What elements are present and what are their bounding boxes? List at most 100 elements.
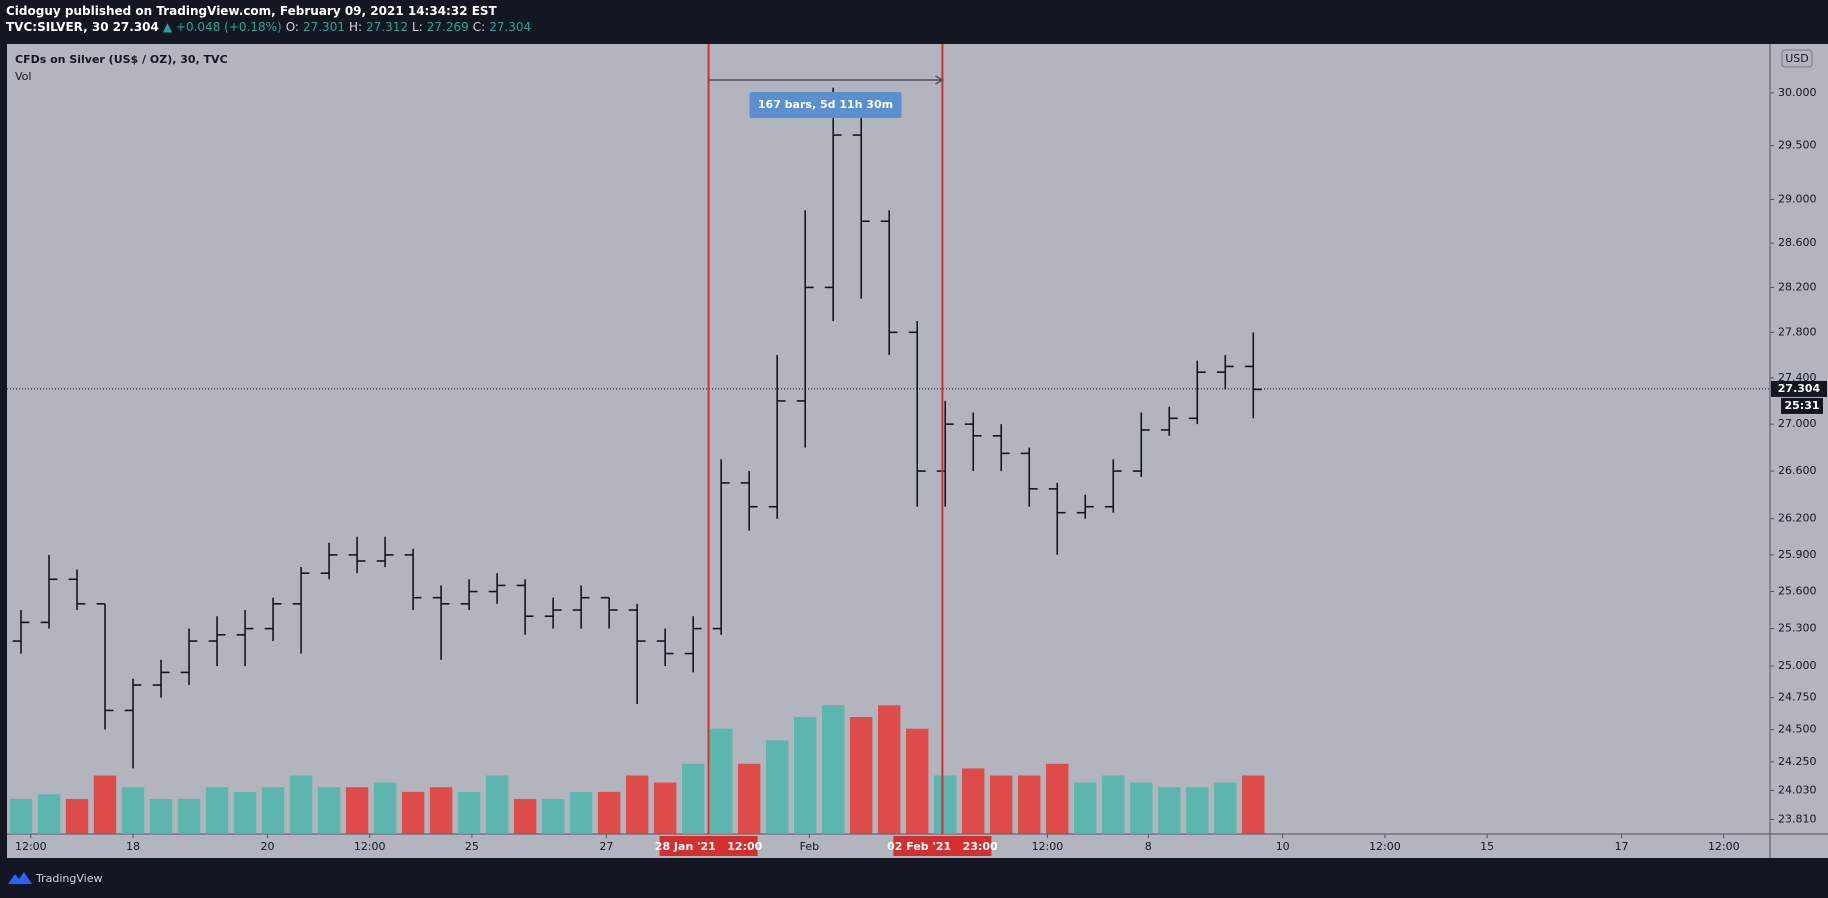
y-tick-label: 30.000 [1778,86,1817,99]
currency-button[interactable] [1781,49,1813,68]
volume-title: Vol [15,70,31,83]
x-tick-label: 18 [126,840,140,853]
volume-bar [1214,782,1237,834]
volume-bar [1046,763,1069,834]
volume-bar [821,705,845,834]
x-tick-label: 12:00 [1369,840,1401,853]
header: Cidoguy published on TradingView.com, Fe… [6,3,535,35]
x-tick-label: 12:00 [354,840,386,853]
volume-bar [1242,775,1265,834]
marker-label: 02 Feb '21 23:00 [887,840,998,853]
measure-arrowhead [935,75,944,85]
y-tick-label: 24.250 [1778,755,1817,768]
y-tick-label: 25.300 [1778,622,1817,635]
x-tick-label: 27 [599,840,613,853]
volume-bar [121,787,145,834]
countdown-tag [1781,397,1823,414]
y-tick-label: 25.000 [1778,659,1817,672]
volume-bar [1186,787,1209,834]
volume-bar [541,798,565,834]
volume-bar [345,787,369,834]
open-label: O: [285,20,299,34]
close-value: 27.304 [489,20,532,34]
volume-bar [373,782,397,834]
volume-bar [1102,775,1125,834]
y-tick-label: 25.900 [1778,548,1817,561]
y-tick-label: 28.200 [1778,280,1817,293]
volume-bar [962,768,985,834]
volume-bar [990,775,1013,834]
y-tick-label: 24.750 [1778,691,1817,704]
symbol: TVC:SILVER, 30 [6,20,109,34]
price: 27.304 [112,20,159,34]
open-value: 27.301 [302,20,345,34]
volume-bar [849,717,873,834]
volume-bar [653,782,677,834]
y-tick-label: 29.500 [1778,139,1817,152]
volume-bar [261,787,285,834]
volume-bar [317,787,341,834]
plot-area [7,44,1770,834]
x-tick-label: 20 [260,840,274,853]
publisher: Cidoguy published on TradingView.com, Fe… [6,4,497,18]
volume-bar [429,787,453,834]
high-value: 27.312 [366,20,409,34]
x-tick-label: 10 [1276,840,1290,853]
high-label: H: [348,20,363,34]
x-tick-label: 15 [1480,840,1494,853]
y-tick-label: 29.000 [1778,192,1817,205]
y-tick-label: 24.030 [1778,784,1817,797]
y-tick-label: 28.600 [1778,236,1817,249]
x-tick-label: Feb [800,840,819,853]
volume-bar [1074,782,1097,834]
volume-bar [1130,782,1153,834]
volume-bar [9,798,33,834]
x-tick-label: 17 [1615,840,1629,853]
volume-bar [93,775,117,834]
volume-bar [737,763,761,834]
volume-bar [681,763,705,834]
volume-bar [934,775,957,834]
marker-label: 28 Jan '21 12:00 [655,840,763,853]
volume-bar [457,791,481,834]
y-tick-label: 26.600 [1778,464,1817,477]
last-price-tag [1771,380,1827,397]
publish-line: Cidoguy published on TradingView.com, Fe… [6,3,535,19]
brand: TradingView [35,872,102,885]
low-value: 27.269 [426,20,469,34]
marker-tag [893,836,992,856]
volume-bar [37,794,61,834]
x-tick-label: 12:00 [1708,840,1740,853]
chart-title: CFDs on Silver (US$ / OZ), 30, TVC [15,53,228,66]
volume-bar [765,740,789,834]
marker-tag [659,836,758,856]
x-tick-label: 8 [1145,840,1152,853]
y-tick-label: 27.400 [1778,371,1817,384]
volume-bar [401,791,425,834]
volume-bar [1158,787,1181,834]
volume-bar [877,705,901,834]
measure-box [749,92,902,118]
volume-bar [177,798,201,834]
brand-logo[interactable] [8,872,32,884]
y-tick-label: 27.800 [1778,325,1817,338]
volume-bar [1018,775,1041,834]
volume-bar [709,728,733,834]
y-tick-label: 24.500 [1778,723,1817,736]
y-tick-label: 27.000 [1778,417,1817,430]
currency: USD [1785,52,1809,65]
change: ▲ +0.048 (+0.18%) [162,20,282,34]
x-tick-label: 12:00 [1032,840,1064,853]
logo-icon [8,872,32,884]
volume-bar [289,775,313,834]
x-tick-label: 12:00 [15,840,47,853]
x-tick-label: 25 [465,840,479,853]
volume-bar [65,798,89,834]
measure-label: 167 bars, 5d 11h 30m [758,98,893,111]
volume-bar [205,787,229,834]
volume-bar [513,798,537,834]
quote-line: TVC:SILVER, 30 27.304 ▲ +0.048 (+0.18%) O: 2… [6,19,535,35]
countdown: 25:31 [1784,399,1819,412]
